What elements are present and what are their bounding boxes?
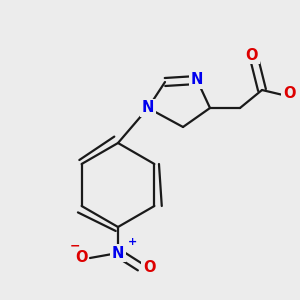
Text: N: N (112, 245, 124, 260)
Text: O: O (143, 260, 155, 274)
Text: N: N (191, 73, 203, 88)
Text: −: − (70, 239, 80, 252)
Text: O: O (283, 85, 295, 100)
Text: O: O (75, 250, 87, 266)
Text: N: N (142, 100, 154, 116)
Text: +: + (128, 237, 137, 247)
Text: O: O (246, 47, 258, 62)
